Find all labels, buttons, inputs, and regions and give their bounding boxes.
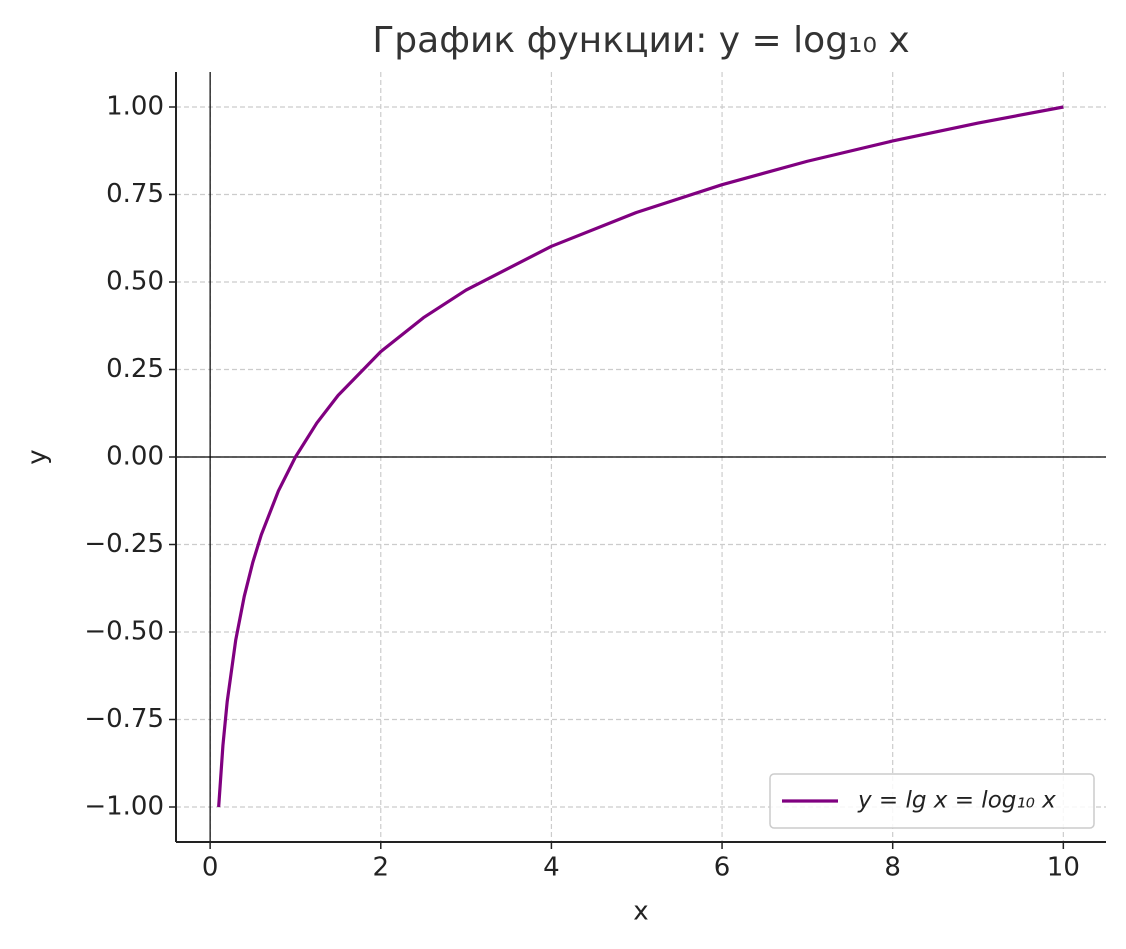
y-tick-label: 1.00 (106, 92, 164, 122)
x-tick-label: 0 (202, 853, 219, 883)
legend-label: y = lg x = log₁₀ x (857, 788, 1056, 814)
x-tick-label: 2 (372, 853, 389, 883)
y-tick-label: −0.50 (84, 617, 164, 647)
y-axis-label: y (23, 449, 53, 464)
x-axis-label: x (633, 897, 648, 927)
y-tick-label: −1.00 (84, 792, 164, 822)
y-tick-label: 0.75 (106, 179, 164, 209)
chart-title: График функции: y = log₁₀ x (372, 20, 909, 61)
y-tick-label: −0.25 (84, 529, 164, 559)
x-tick-label: 10 (1047, 853, 1080, 883)
line (217, 105, 1064, 808)
y-tick-label: 0.25 (106, 354, 164, 384)
x-tick-label: 8 (884, 853, 901, 883)
y-tick-label: 0.50 (106, 267, 164, 297)
y-tick-label: 0.00 (106, 442, 164, 472)
legend-box (769, 773, 1095, 829)
x-tick-label: 6 (714, 853, 731, 883)
y-tick-label: −0.75 (84, 704, 164, 734)
x-tick-label: 4 (543, 853, 560, 883)
